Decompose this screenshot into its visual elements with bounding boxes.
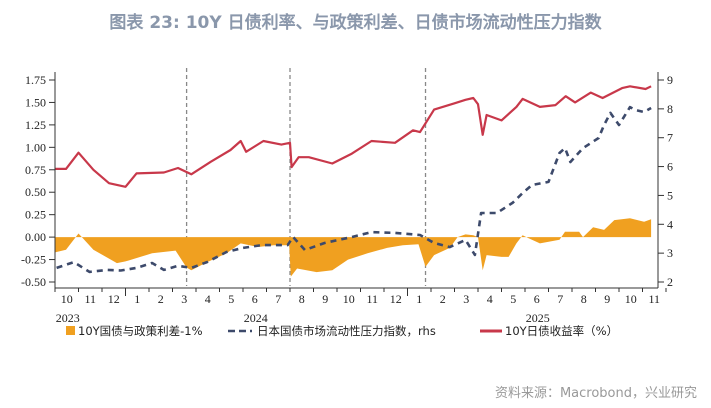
month-label: 8	[581, 292, 587, 306]
legend-label: 10Y日债收益率（%）	[505, 324, 618, 338]
month-label: 9	[322, 292, 328, 306]
month-label: 6	[252, 292, 258, 306]
month-label: 8	[299, 292, 305, 306]
chart-title: 图表 23: 10Y 日债利率、与政策利差、日债市场流动性压力指数	[109, 13, 602, 33]
month-label: 1	[416, 292, 422, 306]
right-tick-label: 7	[667, 131, 673, 145]
right-tick-label: 9	[667, 73, 673, 87]
legend-item-liquidity: 日本国债市场流动性压力指数，rhs	[228, 324, 436, 338]
month-label: 2	[440, 292, 446, 306]
month-label: 7	[275, 292, 281, 306]
spread-area	[55, 218, 652, 277]
month-label: 7	[557, 292, 563, 306]
month-label: 2	[158, 292, 164, 306]
month-label: 6	[534, 292, 540, 306]
month-label: 4	[205, 292, 211, 306]
year-label: 2024	[244, 311, 268, 325]
month-label: 11	[84, 292, 96, 306]
month-label: 12	[390, 292, 402, 306]
month-label: 11	[366, 292, 378, 306]
month-label: 11	[648, 292, 660, 306]
month-label: 3	[181, 292, 187, 306]
left-tick-label: -0.50	[21, 275, 46, 289]
year-label: 2025	[526, 311, 550, 325]
month-label: 12	[108, 292, 120, 306]
month-label: 1	[134, 292, 140, 306]
left-tick-label: -0.25	[21, 253, 46, 267]
left-tick-label: 1.25	[25, 118, 46, 132]
right-tick-label: 2	[667, 275, 673, 289]
month-label: 4	[487, 292, 493, 306]
legend-label: 日本国债市场流动性压力指数，rhs	[257, 324, 436, 338]
legend-label: 10Y国债与政策利差-1%	[78, 324, 203, 338]
left-tick-label: 1.75	[25, 73, 46, 87]
month-label: 10	[61, 292, 73, 306]
left-tick-label: 1.00	[25, 140, 46, 154]
month-label: 10	[343, 292, 355, 306]
month-label: 10	[625, 292, 637, 306]
left-tick-label: 0.50	[25, 185, 46, 199]
right-tick-label: 3	[667, 246, 673, 260]
right-tick-label: 8	[667, 102, 673, 116]
legend-item-spread: 10Y国债与政策利差-1%	[66, 324, 203, 338]
source-note: 资料来源：Macrobond，兴业研究	[494, 386, 697, 401]
month-label: 5	[510, 292, 516, 306]
month-label: 9	[604, 292, 610, 306]
left-tick-label: 0.75	[25, 163, 46, 177]
left-tick-label: 0.25	[25, 208, 46, 222]
month-label: 3	[463, 292, 469, 306]
legend-swatch-area	[66, 326, 75, 335]
month-label: 5	[228, 292, 234, 306]
liquidity-index-line	[56, 105, 652, 274]
jgb-yield-line	[55, 85, 652, 188]
right-tick-label: 4	[667, 217, 673, 231]
legend-item-yield: 10Y日债收益率（%）	[480, 324, 618, 338]
year-label: 2023	[56, 311, 80, 325]
right-tick-label: 6	[667, 160, 673, 174]
left-tick-label: 0.00	[25, 230, 46, 244]
left-tick-label: 1.50	[25, 95, 46, 109]
right-tick-label: 5	[667, 188, 673, 202]
